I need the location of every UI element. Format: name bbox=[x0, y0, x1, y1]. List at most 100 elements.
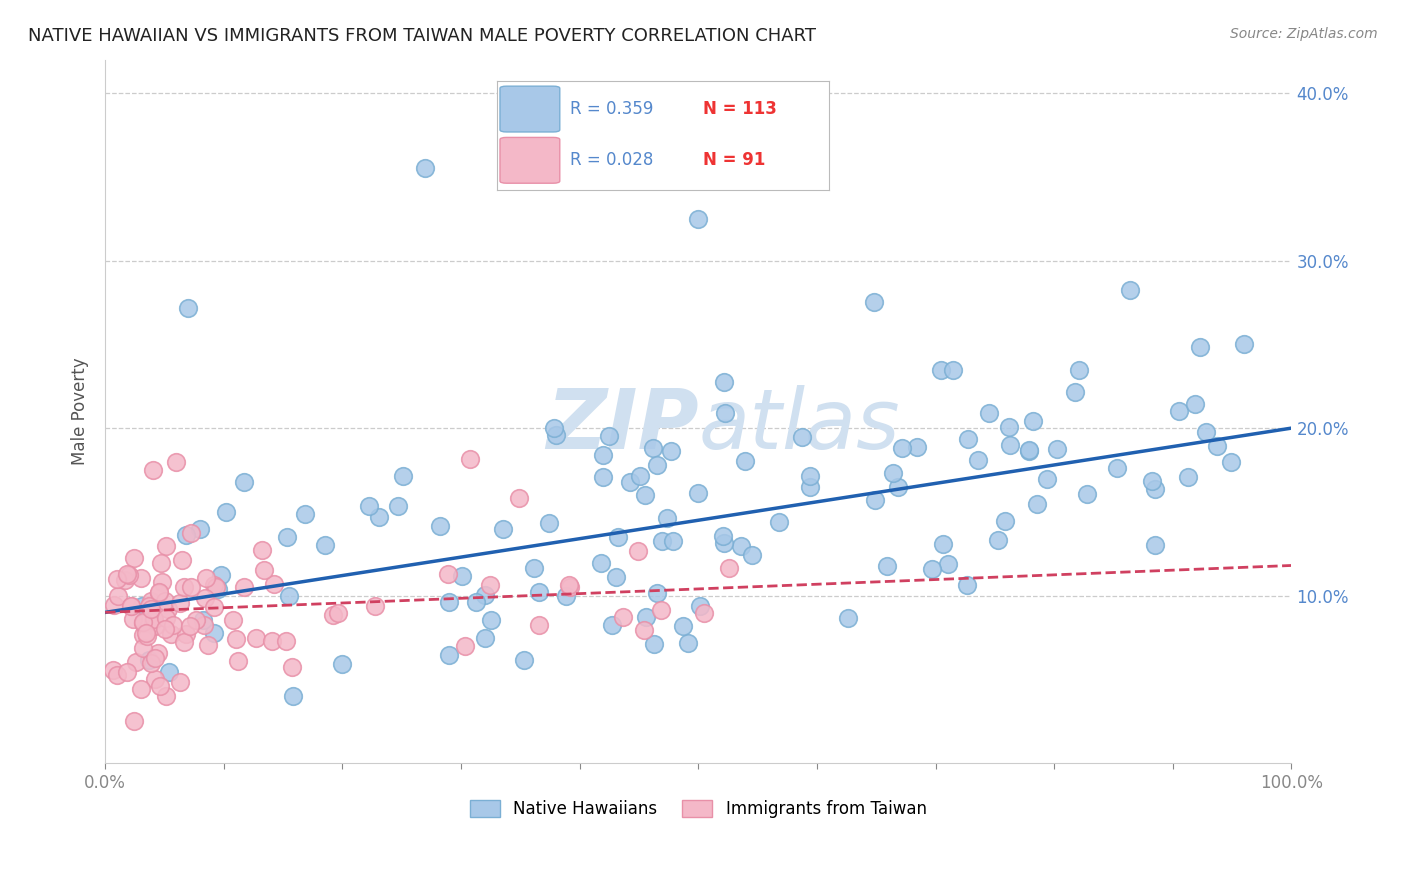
Point bbox=[222, 613, 245, 627]
Point bbox=[799, 469, 821, 483]
Point bbox=[458, 452, 481, 467]
Point bbox=[508, 491, 530, 506]
Point bbox=[537, 516, 560, 530]
Point bbox=[153, 622, 176, 636]
Point bbox=[143, 619, 166, 633]
Point bbox=[245, 631, 267, 645]
Point bbox=[942, 363, 965, 377]
Point bbox=[155, 540, 177, 554]
Point bbox=[1076, 487, 1098, 501]
Point bbox=[1195, 425, 1218, 439]
Point bbox=[120, 599, 142, 614]
Point bbox=[103, 663, 125, 677]
Point bbox=[283, 689, 305, 703]
Point bbox=[132, 615, 155, 630]
Point bbox=[139, 657, 162, 671]
Point bbox=[1107, 461, 1129, 475]
Point bbox=[202, 577, 225, 591]
Point bbox=[882, 467, 904, 481]
Point bbox=[1045, 442, 1067, 456]
Point bbox=[250, 543, 273, 558]
Point bbox=[612, 610, 634, 624]
Point bbox=[592, 448, 614, 462]
Point bbox=[205, 580, 228, 594]
Point bbox=[138, 653, 160, 667]
Point bbox=[131, 628, 153, 642]
Point bbox=[186, 613, 208, 627]
Point bbox=[122, 551, 145, 566]
Point bbox=[1036, 471, 1059, 485]
Point bbox=[150, 575, 173, 590]
Point bbox=[671, 618, 693, 632]
Point bbox=[1205, 439, 1227, 453]
Point bbox=[645, 458, 668, 472]
Point bbox=[994, 514, 1017, 528]
Point bbox=[114, 573, 136, 587]
Point bbox=[160, 627, 183, 641]
Point bbox=[634, 609, 657, 624]
Point bbox=[105, 572, 128, 586]
Point bbox=[929, 362, 952, 376]
Point bbox=[274, 634, 297, 648]
Point bbox=[322, 607, 344, 622]
Point bbox=[124, 714, 146, 729]
Point bbox=[633, 623, 655, 637]
Point bbox=[741, 548, 763, 562]
Point bbox=[281, 659, 304, 673]
Point bbox=[169, 596, 191, 610]
Point bbox=[392, 468, 415, 483]
Point bbox=[314, 538, 336, 552]
Point bbox=[129, 571, 152, 585]
Point bbox=[1069, 363, 1091, 377]
Point bbox=[173, 635, 195, 649]
Text: Source: ZipAtlas.com: Source: ZipAtlas.com bbox=[1230, 27, 1378, 41]
Point bbox=[232, 475, 254, 489]
Point bbox=[688, 486, 710, 500]
Point bbox=[790, 430, 813, 444]
Point bbox=[195, 571, 218, 585]
Point bbox=[693, 606, 716, 620]
Point bbox=[554, 589, 576, 603]
Point bbox=[630, 468, 652, 483]
Point bbox=[209, 568, 232, 582]
Point bbox=[429, 519, 451, 533]
Point bbox=[558, 577, 581, 591]
Point bbox=[932, 537, 955, 551]
Point bbox=[437, 595, 460, 609]
Point bbox=[1143, 482, 1166, 496]
Point bbox=[837, 611, 859, 625]
Point bbox=[174, 627, 197, 641]
Point bbox=[641, 441, 664, 455]
Text: NATIVE HAWAIIAN VS IMMIGRANTS FROM TAIWAN MALE POVERTY CORRELATION CHART: NATIVE HAWAIIAN VS IMMIGRANTS FROM TAIWA… bbox=[28, 27, 815, 45]
Point bbox=[1233, 337, 1256, 351]
Point bbox=[662, 533, 685, 548]
Point bbox=[148, 646, 170, 660]
Point bbox=[326, 606, 349, 620]
Point bbox=[529, 618, 551, 632]
Point bbox=[956, 433, 979, 447]
Point bbox=[600, 617, 623, 632]
Point bbox=[129, 682, 152, 697]
Point bbox=[115, 566, 138, 581]
Point bbox=[689, 599, 711, 613]
Point bbox=[718, 560, 741, 574]
Point bbox=[142, 612, 165, 626]
Point bbox=[173, 580, 195, 594]
Point bbox=[120, 599, 142, 613]
Point bbox=[474, 588, 496, 602]
Point bbox=[454, 639, 477, 653]
Point bbox=[180, 525, 202, 540]
Point bbox=[643, 637, 665, 651]
Point bbox=[543, 421, 565, 435]
Point bbox=[215, 505, 238, 519]
Point bbox=[474, 631, 496, 645]
Point bbox=[132, 641, 155, 656]
Point bbox=[262, 633, 284, 648]
Point bbox=[194, 591, 217, 605]
Point bbox=[207, 582, 229, 596]
Point bbox=[226, 654, 249, 668]
Point bbox=[118, 568, 141, 582]
Point bbox=[987, 533, 1010, 547]
Point bbox=[165, 455, 187, 469]
Point bbox=[225, 632, 247, 647]
